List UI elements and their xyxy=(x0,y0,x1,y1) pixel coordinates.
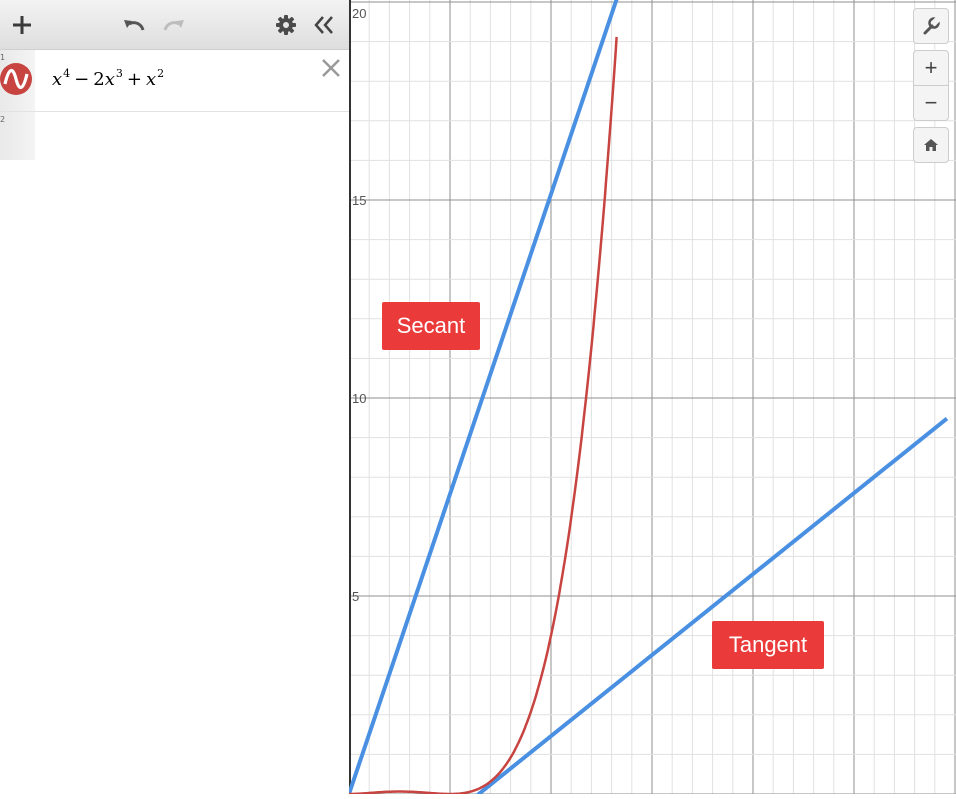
secant-line xyxy=(347,0,619,795)
plus-icon xyxy=(13,16,31,34)
y-tick-label: 15 xyxy=(352,193,366,208)
zoom-in-icon: + xyxy=(924,55,938,80)
tangent-line xyxy=(475,417,949,798)
add-expression-button[interactable] xyxy=(8,10,36,40)
graph-plot[interactable]: 5 10 15 20 xyxy=(347,0,956,798)
function-wave-icon[interactable] xyxy=(0,63,32,95)
tangent-label: Tangent xyxy=(712,621,824,669)
expression-formula[interactable]: x4−2x3 + x2 xyxy=(52,67,165,90)
delete-expression-button[interactable] xyxy=(320,57,342,79)
redo-icon xyxy=(163,20,184,31)
zoom-out-button[interactable]: − xyxy=(913,85,949,121)
close-icon xyxy=(322,59,340,77)
expression-gutter xyxy=(0,112,35,160)
expression-item[interactable]: 1 x4−2x3 + x2 xyxy=(0,50,349,112)
graph-settings-button[interactable] xyxy=(913,8,949,44)
y-tick-label: 5 xyxy=(352,589,359,604)
expression-panel: 1 x4−2x3 + x2 2 xyxy=(0,0,350,794)
y-tick-label: 20 xyxy=(352,6,366,21)
home-icon xyxy=(924,139,938,151)
gear-icon xyxy=(276,15,296,35)
expression-item-empty[interactable]: 2 xyxy=(0,112,349,160)
y-tick-label: 10 xyxy=(352,391,366,406)
collapse-panel-button[interactable] xyxy=(310,10,338,40)
expression-index: 1 xyxy=(0,53,6,62)
wrench-icon xyxy=(923,17,940,35)
function-curve xyxy=(349,36,618,796)
default-viewport-button[interactable] xyxy=(913,127,949,163)
expression-index: 2 xyxy=(0,115,6,124)
undo-button[interactable] xyxy=(120,10,148,40)
redo-button[interactable] xyxy=(160,10,188,40)
secant-label: Secant xyxy=(382,302,480,350)
collapse-panel-icon xyxy=(314,16,333,34)
graph-canvas[interactable]: 5 10 15 20 Secant Tangent xyxy=(347,0,956,798)
zoom-out-icon: − xyxy=(924,90,938,115)
expression-toolbar xyxy=(0,0,349,50)
settings-button[interactable] xyxy=(272,10,300,40)
zoom-in-button[interactable]: + xyxy=(913,50,949,86)
undo-icon xyxy=(124,20,145,31)
